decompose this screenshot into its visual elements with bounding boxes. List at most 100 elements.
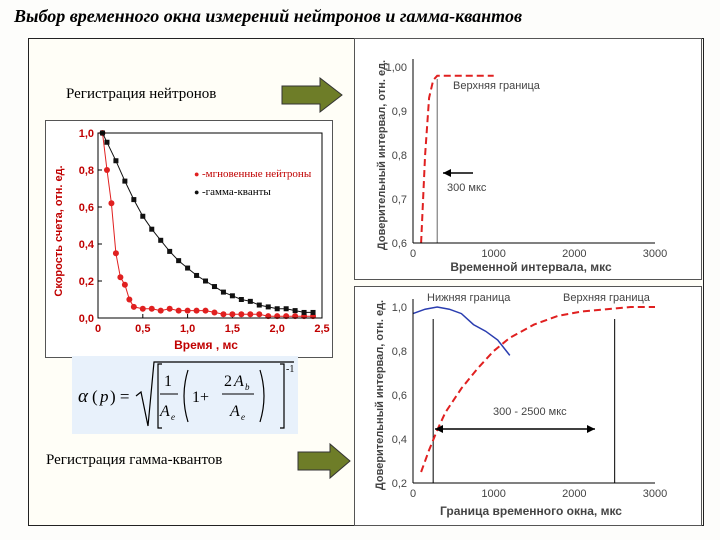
chart3-curve-upper <box>420 306 655 473</box>
chart3-annotation-range: 300 - 2500 мкс <box>493 406 567 418</box>
chart1-series-line-0 <box>102 132 313 317</box>
svg-text:p: p <box>99 387 109 406</box>
chart1-neutron-point <box>175 307 182 314</box>
chart1-xtick-label: 2,5 <box>314 323 329 335</box>
svg-text:-1: -1 <box>286 364 294 375</box>
gamma-arrow-icon <box>297 442 351 480</box>
chart1-gamma-point <box>229 293 235 299</box>
neutron-arrow-shape <box>281 76 343 114</box>
chart1-gamma-point <box>211 284 217 290</box>
chart1-gamma-point <box>238 297 244 302</box>
svg-text:b: b <box>245 382 250 392</box>
chart2-xtick-label: 3000 <box>643 248 667 260</box>
chart1-ytick-label: 0,8 <box>79 165 94 177</box>
chart2-curve <box>420 74 494 244</box>
svg-text:) =: ) = <box>110 387 130 406</box>
chart1-gamma-point <box>256 302 262 308</box>
chart1-neutron-point <box>157 307 164 314</box>
chart1-neutron-point <box>202 307 209 314</box>
chart2-annotation-300: 300 мкс <box>447 182 487 194</box>
chart3-ticks: 0 1000 2000 3000 0,2 0,4 0,6 0,8 1,0 <box>392 302 668 500</box>
chart1-gamma-point <box>140 213 146 219</box>
chart2-ytick-label: 0,6 <box>392 238 407 250</box>
chart2-ytick-label: 0,9 <box>392 106 407 118</box>
chart2-arrow-icon <box>443 169 473 177</box>
svg-text:A: A <box>159 403 170 420</box>
chart1-gamma-point <box>194 272 200 278</box>
chart1-neutron-point <box>247 311 254 318</box>
chart1-neutron-point <box>108 200 115 207</box>
chart3-ytick-label: 0,6 <box>392 390 407 402</box>
chart3-xtick-label: 1000 <box>481 488 505 500</box>
chart3-annotation-upper: Верхняя граница <box>563 292 651 304</box>
chart1-neutron-point <box>229 311 236 318</box>
chart1-xlabel: Время , мс <box>174 338 238 352</box>
chart1-neutron-point <box>211 309 218 316</box>
formula-svg: α ( p ) = 1 A e 1+ 2 A b A e -1 <box>78 361 294 429</box>
chart3-ylabel: Доверительный интервал, отн. ед. <box>374 300 386 490</box>
count-rate-chart: 0 0,5 1,0 1,5 2,0 2,5 0,0 0,2 0,4 0,6 0,8 1,0 Скоро… <box>53 128 330 352</box>
chart1-neutron-point <box>220 311 227 318</box>
chart1-neutron-point <box>121 281 128 288</box>
svg-text:α: α <box>78 386 89 407</box>
chart2-annotation-upper: Верхняя граница <box>453 80 541 92</box>
chart1-gamma-point <box>158 237 164 243</box>
chart2-ytick-label: 0,8 <box>392 150 407 162</box>
chart1-ytick-label: 0,0 <box>79 313 94 325</box>
chart1-ylabel: Скорость счета, отн. ед. <box>53 165 65 296</box>
chart1-gamma-point <box>203 278 209 284</box>
chart1-neutron-point <box>193 307 200 314</box>
chart2-ytick-label: 0,7 <box>392 194 407 206</box>
chart1-xtick-label: 2,0 <box>270 323 285 335</box>
chart1-neutron-point <box>117 274 124 281</box>
chart3-annotation-lower: Нижняя граница <box>427 292 511 304</box>
chart1-gamma-point <box>104 139 110 145</box>
chart1-gamma-point <box>220 289 226 295</box>
slide-title: Выбор временного окна измерений нейтроно… <box>14 6 522 26</box>
svg-text:e: e <box>171 412 175 422</box>
svg-text:A: A <box>229 403 240 420</box>
chart1-neutron-point <box>139 305 146 312</box>
chart1-xtick-label: 0 <box>95 323 101 335</box>
chart1-neutron-point <box>238 311 245 318</box>
chart3-ytick-label: 0,8 <box>392 346 407 358</box>
chart1-gamma-point <box>176 258 182 264</box>
chart3-xlabel: Граница временного окна, мкс <box>440 504 622 518</box>
chart1-gamma-point <box>274 306 280 312</box>
svg-text:2: 2 <box>224 373 232 390</box>
chart1-ytick-label: 0,6 <box>79 202 94 214</box>
alpha-formula: α ( p ) = 1 A e 1+ 2 A b A e -1 <box>72 356 298 434</box>
confidence-interval-panel-bottom: 0 1000 2000 3000 0,2 0,4 0,6 0,8 1,0 Доверительн… <box>354 286 702 526</box>
chart1-neutron-point <box>130 303 137 310</box>
svg-text:e: e <box>241 412 245 422</box>
neutron-arrow-icon <box>281 76 343 114</box>
count-rate-panel: 0 0,5 1,0 1,5 2,0 2,5 0,0 0,2 0,4 0,6 0,8 1,0 Скоро… <box>45 120 333 358</box>
chart1-gamma-point <box>185 265 191 271</box>
chart3-range-arrow-icon <box>435 425 595 433</box>
chart1-xtick-label: 0,5 <box>135 323 150 335</box>
chart1-gamma-point <box>131 197 137 203</box>
chart2-ylabel: Доверительный интервал, отн. ед. <box>376 60 388 250</box>
chart1-neutron-point <box>112 250 119 257</box>
chart1-ytick-label: 0,2 <box>79 276 94 288</box>
chart1-neutron-point <box>148 305 155 312</box>
chart1-gamma-point <box>310 309 316 315</box>
chart1-gamma-point <box>149 226 155 232</box>
chart1-legend-marker-gamma: ● <box>194 187 199 197</box>
chart1-ytick-label: 1,0 <box>79 128 94 140</box>
chart1-legend-neutrons: -мгновенные нейтроны <box>202 168 312 180</box>
neutron-registration-label: Регистрация нейтронов <box>66 86 217 102</box>
chart1-series-line-1 <box>102 132 313 313</box>
chart1-neutron-point <box>166 305 173 312</box>
gamma-registration-label: Регистрация гамма-квантов <box>46 452 223 468</box>
chart1-gamma-point <box>122 178 128 184</box>
chart1-plot-border <box>97 132 323 319</box>
svg-text:1: 1 <box>164 373 172 390</box>
chart3-ytick-label: 0,4 <box>392 434 407 446</box>
confidence-chart-bottom: 0 1000 2000 3000 0,2 0,4 0,6 0,8 1,0 Доверительн… <box>374 292 668 518</box>
chart2-ytick-label: 1,00 <box>386 62 407 74</box>
chart1-points <box>99 130 317 320</box>
chart2-ticks: 0 1000 2000 3000 0,6 0,7 0,8 0,9 1,00 <box>386 62 668 260</box>
confidence-interval-panel-top: 0 1000 2000 3000 0,6 0,7 0,8 0,9 1,00 Доверитель… <box>354 38 702 280</box>
chart1-xtick-label: 1,0 <box>180 323 195 335</box>
